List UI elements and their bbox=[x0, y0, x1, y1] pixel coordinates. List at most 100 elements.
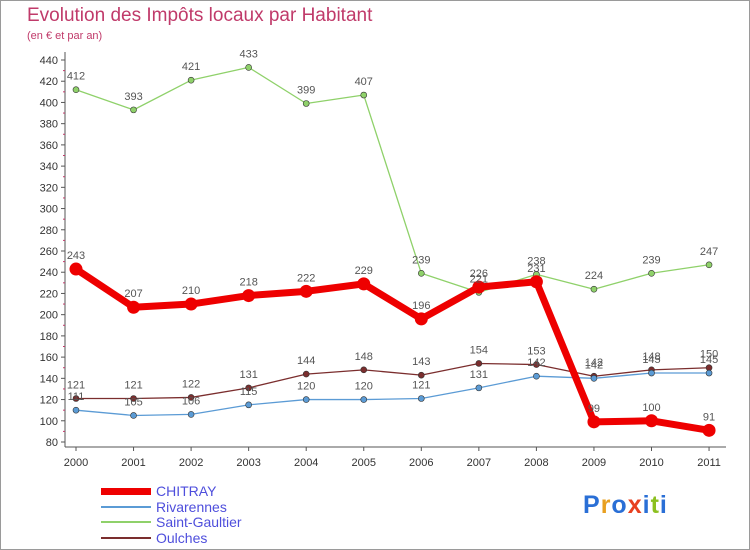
data-label: 210 bbox=[182, 285, 200, 297]
data-label: 142 bbox=[527, 357, 545, 369]
x-tick-label: 2002 bbox=[179, 457, 203, 469]
y-tick-label: 160 bbox=[40, 352, 58, 364]
data-point bbox=[302, 100, 310, 107]
logo-letter: i bbox=[642, 491, 651, 519]
data-point bbox=[187, 411, 195, 418]
data-label: 142 bbox=[585, 357, 603, 369]
logo-letter: o bbox=[611, 491, 628, 519]
data-label: 221 bbox=[470, 273, 488, 285]
data-point bbox=[357, 277, 371, 291]
data-label: 121 bbox=[124, 379, 142, 391]
data-label: 115 bbox=[240, 386, 258, 398]
data-point bbox=[360, 396, 368, 403]
logo-letter: t bbox=[650, 491, 660, 519]
chart-title: Evolution des Impôts locaux par Habitant bbox=[27, 5, 373, 26]
data-label: 111 bbox=[68, 391, 85, 403]
x-tick-label: 2006 bbox=[409, 457, 433, 469]
data-point bbox=[72, 86, 80, 94]
data-point bbox=[590, 375, 598, 382]
y-tick-label: 320 bbox=[40, 182, 58, 194]
data-label: 154 bbox=[470, 344, 488, 356]
legend-label: Rivarennes bbox=[156, 498, 227, 515]
data-label: 231 bbox=[527, 263, 545, 275]
data-label: 105 bbox=[124, 396, 142, 408]
data-point bbox=[360, 91, 368, 99]
data-point bbox=[245, 401, 252, 409]
data-label: 393 bbox=[124, 91, 142, 103]
data-point bbox=[302, 370, 310, 378]
data-label: 100 bbox=[642, 402, 660, 414]
logo-letter: P bbox=[583, 491, 601, 519]
data-label: 99 bbox=[588, 403, 600, 415]
x-tick-label: 2004 bbox=[294, 457, 318, 469]
data-point bbox=[184, 297, 198, 311]
data-label: 122 bbox=[182, 378, 200, 390]
data-point bbox=[130, 412, 137, 419]
data-label: 421 bbox=[182, 61, 200, 73]
y-tick-label: 180 bbox=[40, 331, 58, 343]
legend-label: Oulches bbox=[156, 529, 208, 546]
data-point bbox=[705, 261, 713, 269]
data-label: 224 bbox=[585, 270, 603, 282]
data-point bbox=[360, 366, 368, 374]
data-point bbox=[127, 300, 141, 314]
legend-item-chitray: CHITRAY bbox=[101, 483, 301, 499]
data-label: 222 bbox=[297, 272, 315, 284]
data-point bbox=[417, 269, 425, 277]
data-point bbox=[648, 369, 655, 377]
x-tick-label: 2009 bbox=[582, 457, 606, 469]
y-tick-label: 420 bbox=[40, 76, 58, 88]
data-label: 247 bbox=[700, 246, 718, 258]
y-tick-label: 440 bbox=[40, 55, 58, 67]
data-point bbox=[245, 384, 252, 392]
data-point bbox=[245, 64, 252, 71]
x-tick-label: 2005 bbox=[352, 457, 376, 469]
data-label: 121 bbox=[67, 379, 85, 391]
y-tick-label: 220 bbox=[40, 288, 58, 300]
legend-item-rivarennes: Rivarennes bbox=[101, 498, 301, 515]
data-point bbox=[475, 360, 483, 367]
data-point bbox=[472, 280, 486, 294]
data-label: 91 bbox=[703, 411, 715, 423]
data-point bbox=[299, 284, 313, 298]
data-label: 229 bbox=[355, 265, 373, 277]
data-label: 239 bbox=[642, 254, 660, 266]
data-point bbox=[72, 406, 80, 414]
data-label: 243 bbox=[67, 250, 85, 262]
data-label: 148 bbox=[642, 351, 660, 363]
y-tick-label: 80 bbox=[46, 437, 58, 449]
data-point bbox=[648, 269, 655, 277]
data-point bbox=[702, 423, 716, 437]
data-point bbox=[130, 395, 137, 402]
data-label: 412 bbox=[67, 71, 85, 83]
chart-subtitle: (en € et par an) bbox=[27, 30, 103, 42]
series-line-rivarennes bbox=[75, 372, 710, 417]
y-tick-label: 280 bbox=[40, 225, 58, 237]
legend-swatch bbox=[101, 521, 151, 523]
legend-item-saint-gaultier: Saint-Gaultier bbox=[101, 514, 301, 530]
data-point bbox=[590, 285, 598, 293]
x-tick-label: 2001 bbox=[121, 457, 145, 469]
data-point bbox=[69, 262, 83, 276]
data-label: 145 bbox=[642, 354, 660, 366]
x-tick-label: 2010 bbox=[639, 457, 663, 469]
data-label: 143 bbox=[412, 356, 430, 368]
data-point bbox=[187, 76, 195, 84]
data-label: 238 bbox=[527, 255, 545, 267]
legend-swatch bbox=[101, 488, 151, 495]
data-point bbox=[645, 414, 658, 428]
y-tick-label: 260 bbox=[40, 246, 58, 258]
data-label: 148 bbox=[355, 351, 373, 363]
legend-label: CHITRAY bbox=[156, 483, 217, 499]
data-point bbox=[242, 289, 256, 303]
legend-item-oulches: Oulches bbox=[101, 529, 301, 546]
series-line-oulches bbox=[76, 362, 710, 400]
data-point bbox=[475, 384, 483, 392]
legend-swatch bbox=[101, 536, 151, 539]
y-tick-label: 240 bbox=[40, 267, 58, 279]
series-line-chitray bbox=[74, 266, 710, 434]
data-label: 120 bbox=[355, 381, 373, 393]
y-tick-label: 360 bbox=[40, 140, 58, 152]
data-label: 150 bbox=[700, 349, 718, 361]
